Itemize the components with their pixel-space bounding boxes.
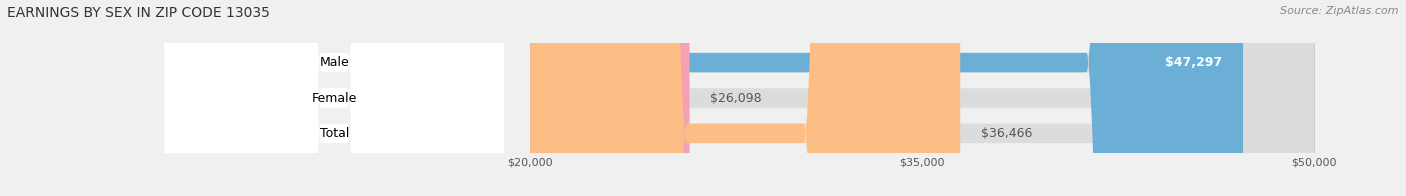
Text: Female: Female <box>312 92 357 104</box>
FancyBboxPatch shape <box>530 0 1243 196</box>
FancyBboxPatch shape <box>530 0 1313 196</box>
Text: $36,466: $36,466 <box>981 127 1032 140</box>
FancyBboxPatch shape <box>530 0 1313 196</box>
FancyBboxPatch shape <box>530 0 1313 196</box>
Text: EARNINGS BY SEX IN ZIP CODE 13035: EARNINGS BY SEX IN ZIP CODE 13035 <box>7 6 270 20</box>
Text: Male: Male <box>319 56 349 69</box>
FancyBboxPatch shape <box>530 0 960 196</box>
Text: Source: ZipAtlas.com: Source: ZipAtlas.com <box>1281 6 1399 16</box>
FancyBboxPatch shape <box>165 0 505 196</box>
Text: $26,098: $26,098 <box>710 92 762 104</box>
Text: Total: Total <box>319 127 349 140</box>
FancyBboxPatch shape <box>530 0 689 196</box>
FancyBboxPatch shape <box>165 0 505 196</box>
FancyBboxPatch shape <box>165 0 505 196</box>
Text: $47,297: $47,297 <box>1166 56 1222 69</box>
